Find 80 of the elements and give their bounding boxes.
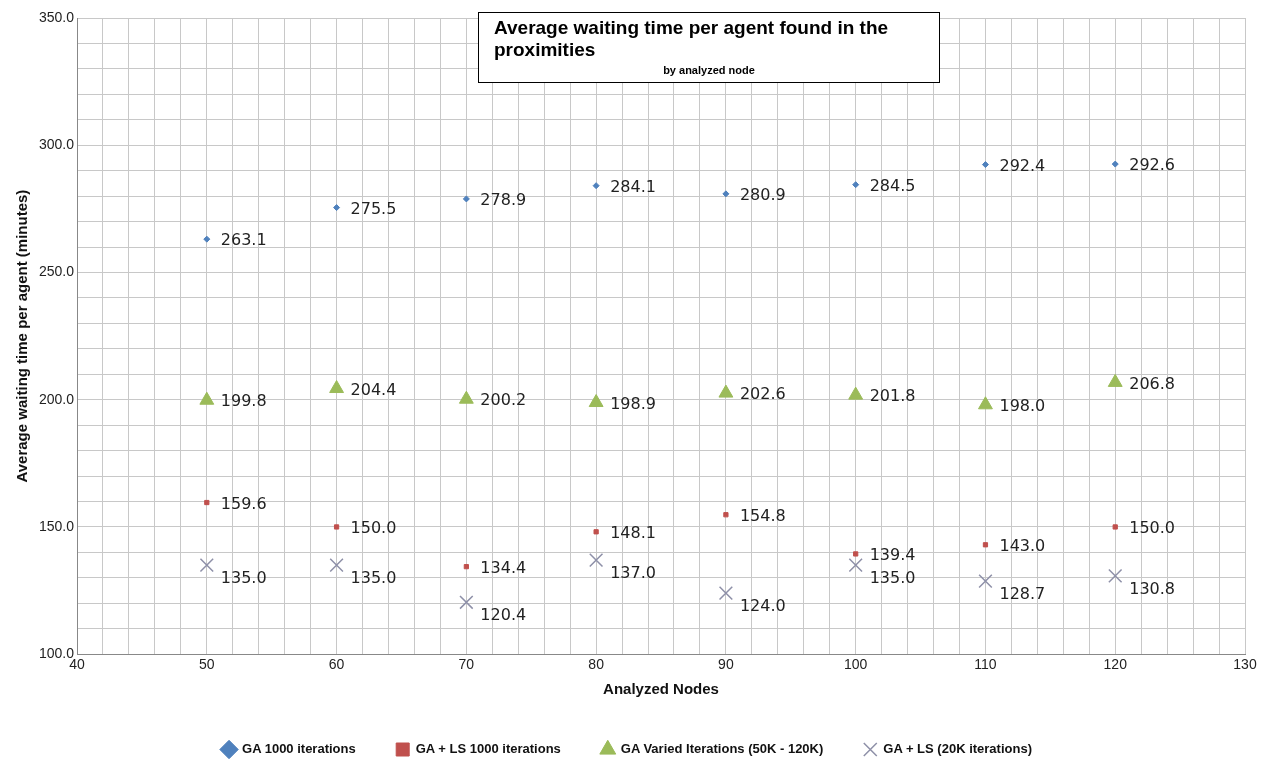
point xyxy=(463,564,469,570)
title-box: Average waiting time per agent found in the proximities by analyzed node xyxy=(478,12,940,83)
point xyxy=(978,396,993,410)
data-label: 263.1 xyxy=(220,230,267,250)
data-label: 284.5 xyxy=(869,175,916,195)
x-axis-title: Analyzed Nodes xyxy=(603,680,719,698)
point xyxy=(199,558,214,573)
point xyxy=(329,380,345,394)
data-label: 284.1 xyxy=(610,176,656,196)
data-label: 137.0 xyxy=(610,563,656,583)
legend-label: GA Varied Iterations (50K - 120K) xyxy=(620,741,824,757)
x-tick-label: 120 xyxy=(1103,656,1128,673)
data-label: 204.4 xyxy=(350,379,397,399)
data-label: 200.2 xyxy=(480,390,527,410)
legend-label: GA + LS 1000 iterations xyxy=(415,741,561,757)
data-label: 150.0 xyxy=(1129,518,1176,538)
point xyxy=(329,558,344,573)
x-tick-label: 80 xyxy=(588,656,605,673)
x-tick-label: 90 xyxy=(718,656,734,673)
data-label: 278.9 xyxy=(480,190,527,210)
data-label: 143.0 xyxy=(999,535,1046,555)
data-label: 154.8 xyxy=(739,505,786,525)
point xyxy=(333,524,340,530)
data-label: 135.0 xyxy=(350,568,397,588)
data-label: 292.6 xyxy=(1129,155,1176,175)
data-label: 128.7 xyxy=(999,584,1046,604)
point xyxy=(1108,568,1123,583)
data-label: 134.4 xyxy=(480,557,527,577)
data-label: 135.0 xyxy=(869,568,916,588)
point xyxy=(718,586,734,601)
point xyxy=(978,574,993,589)
x-tick-label: 130 xyxy=(1233,656,1257,673)
data-label: 202.6 xyxy=(739,384,786,404)
legend-label: GA + LS (20K iterations) xyxy=(883,741,1032,757)
point xyxy=(848,558,863,573)
data-label: 280.9 xyxy=(739,185,786,204)
data-label: 150.0 xyxy=(350,518,397,538)
x-tick-label: 110 xyxy=(974,656,997,673)
point xyxy=(204,499,210,506)
x-tick-label: 50 xyxy=(199,656,215,673)
data-label: 292.4 xyxy=(999,155,1046,175)
point xyxy=(853,551,859,557)
y-tick-label: 350.0 xyxy=(38,8,75,25)
point xyxy=(589,552,604,568)
point xyxy=(852,181,860,189)
data-label: 120.4 xyxy=(480,605,527,625)
y-tick-label: 250.0 xyxy=(38,263,75,280)
y-axis-title: Average waiting time per agent (minutes) xyxy=(13,189,31,483)
data-label: 159.6 xyxy=(220,493,267,513)
data-label: 198.0 xyxy=(999,395,1046,415)
point xyxy=(592,182,600,190)
data-label: 135.0 xyxy=(220,568,267,588)
data-label: 199.8 xyxy=(220,391,267,411)
x-tick-label: 70 xyxy=(458,656,475,673)
point xyxy=(723,512,729,518)
point xyxy=(981,161,989,169)
point xyxy=(462,195,470,203)
legend-label: GA 1000 iterations xyxy=(242,741,356,757)
data-label: 201.8 xyxy=(869,386,916,406)
x-tick-label: 60 xyxy=(328,656,345,673)
data-label: 206.8 xyxy=(1129,373,1176,393)
point xyxy=(593,529,599,535)
point xyxy=(1111,160,1119,168)
data-label: 275.5 xyxy=(350,198,397,218)
point xyxy=(722,190,730,198)
data-label: 198.9 xyxy=(610,393,656,413)
data-label: 148.1 xyxy=(610,522,656,542)
point xyxy=(203,235,211,243)
point xyxy=(333,204,341,212)
data-label: 139.4 xyxy=(869,545,916,565)
data-label: 130.8 xyxy=(1129,578,1176,598)
point xyxy=(588,394,604,408)
point xyxy=(982,542,989,548)
y-tick-label: 200.0 xyxy=(38,390,75,407)
point xyxy=(1112,524,1118,530)
x-tick-label: 100 xyxy=(844,656,868,673)
y-tick-label: 300.0 xyxy=(38,136,75,153)
y-tick-label: 150.0 xyxy=(38,517,75,534)
point xyxy=(459,595,474,610)
data-label: 124.0 xyxy=(739,596,786,616)
